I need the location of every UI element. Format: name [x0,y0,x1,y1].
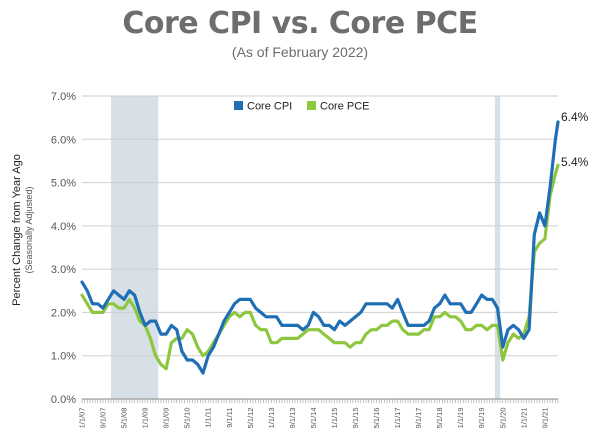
legend-swatch-core-cpi [234,101,243,110]
y-tick-label: 5.0% [51,178,76,190]
x-tick-label: 1/1/09 [141,408,150,429]
legend: Core CPI Core PCE [234,101,370,113]
x-tick-label: 1/1/15 [330,408,339,429]
y-axis-label: Percent Change from Year Ago [11,154,23,306]
recession-shading [110,96,501,399]
x-tick-label: 9/1/07 [99,408,108,429]
x-tick-label: 9/1/19 [477,408,486,429]
chart-subtitle: (As of February 2022) [231,44,369,60]
recession-band-1 [494,96,501,399]
x-tick-label: 1/1/13 [267,408,276,429]
gridlines [82,95,558,400]
x-tick-label: 1/1/07 [78,408,87,429]
legend-label-core-cpi: Core CPI [247,101,292,113]
y-axis: 0.0% 1.0% 2.0% 3.0% 4.0% 5.0% 6.0% 7.0% [51,91,76,406]
series-line-core-cpi [80,120,560,375]
x-axis: 1/1/07 9/1/07 5/1/08 1/1/09 9/1/09 5/1/10 1/1/… [78,399,559,428]
legend-swatch-core-pce [307,101,316,110]
y-tick-label: 0.0% [51,394,76,406]
x-tick-label: 1/1/19 [456,408,465,429]
x-tick-label: 1/1/17 [393,408,402,429]
y-tick-label: 7.0% [51,91,76,103]
chart-title: Core CPI vs. Core PCE [122,6,478,41]
x-tick-label: 1/1/21 [519,408,528,429]
end-label-core-pce: 5.4% [561,155,589,169]
x-tick-label: 9/1/11 [225,408,234,428]
x-tick-label: 5/1/10 [183,408,192,429]
y-tick-label: 2.0% [51,307,76,319]
y-tick-label: 6.0% [51,134,76,146]
x-tick-label: 1/1/11 [204,408,213,428]
series-line-core-pce [80,163,560,371]
x-tick-label: 5/1/14 [309,408,318,429]
legend-label-core-pce: Core PCE [320,101,370,113]
y-tick-label: 3.0% [51,264,76,276]
recession-band-0 [110,96,159,399]
y-tick-label: 4.0% [51,221,76,233]
x-tick-label: 9/1/09 [162,408,171,429]
y-tick-label: 1.0% [51,351,76,363]
y-axis-sublabel: (Seasonally Adjusted) [24,186,34,273]
x-tick-label: 9/1/17 [414,408,423,429]
x-tick-label: 5/1/18 [435,408,444,429]
x-tick-label: 5/1/08 [120,408,129,429]
end-label-core-cpi: 6.4% [561,110,589,124]
x-tick-label: 5/1/16 [372,408,381,429]
x-tick-label: 5/1/20 [498,407,507,428]
x-tick-label: 9/1/13 [288,408,297,429]
x-tick-label: 5/1/12 [246,408,255,429]
series-lines [80,120,560,375]
x-tick-label: 9/1/21 [540,408,549,429]
x-tick-label: 9/1/15 [351,408,360,429]
